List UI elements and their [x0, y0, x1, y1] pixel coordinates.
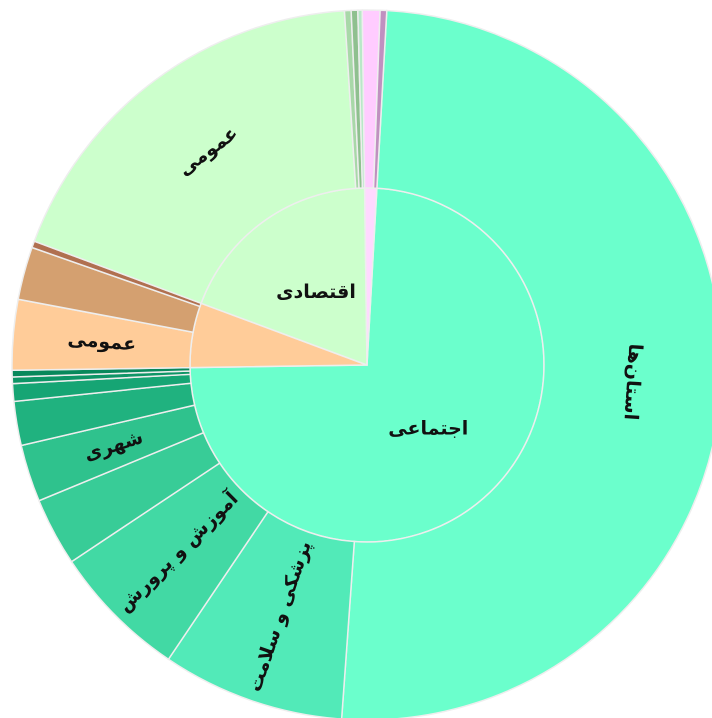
- outer-sector: [372, 9, 388, 190]
- outer-label: استان‌ها: [620, 343, 647, 421]
- inner-label: اقتصادی: [276, 281, 356, 303]
- outer-sector: [340, 9, 712, 718]
- outer-sector: [33, 9, 357, 305]
- inner-label: اجتماعی: [388, 417, 468, 439]
